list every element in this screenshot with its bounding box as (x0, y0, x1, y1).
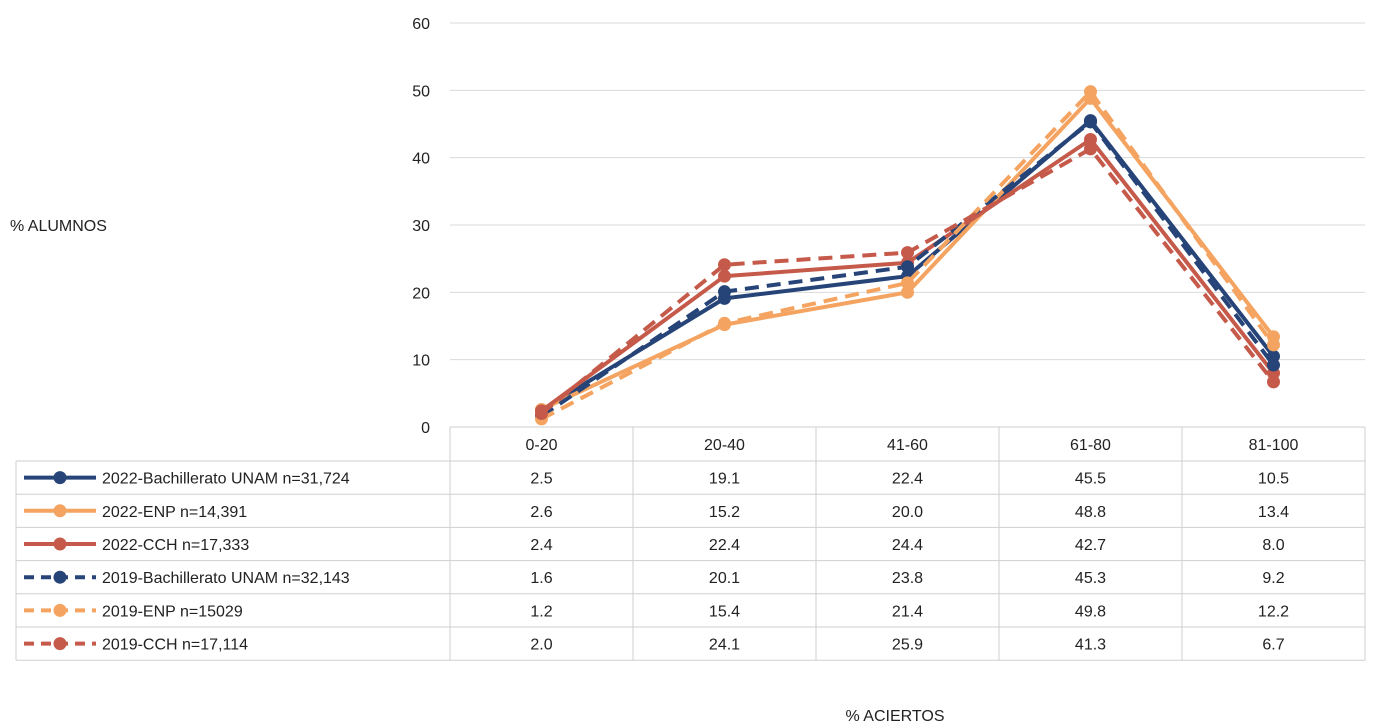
data-point (718, 258, 731, 272)
y-tick-label: 20 (412, 285, 430, 302)
data-label: 1.2 (530, 603, 552, 620)
data-point (718, 269, 731, 283)
data-table: 0-20 20-40 41-60 61-80 81-100 2022-Bachillera… (15, 426, 1366, 661)
series-lines (535, 85, 1280, 426)
x-tick-label: 20-40 (704, 437, 745, 454)
data-point (901, 246, 914, 260)
data-label: 19.1 (709, 471, 740, 488)
legend-entry: 2022-ENP n=14,391 (24, 504, 247, 521)
legend-entry: 2022-CCH n=17,333 (24, 537, 249, 554)
x-tick-label: 81-100 (1249, 437, 1299, 454)
data-label: 2.4 (530, 537, 552, 554)
x-tick-label: 61-80 (1070, 437, 1111, 454)
data-point (1267, 338, 1280, 352)
data-point (901, 285, 914, 299)
legend-label: 2019-Bachillerato UNAM n=32,143 (102, 570, 350, 587)
data-label: 15.2 (709, 504, 740, 521)
y-axis-label: % ALUMNOS (10, 218, 107, 235)
data-point (718, 316, 731, 330)
legend-entry: 2019-Bachillerato UNAM n=32,143 (24, 570, 350, 587)
x-tick-label: 0-20 (525, 437, 557, 454)
data-label: 13.4 (1258, 504, 1289, 521)
y-tick-label: 30 (412, 218, 430, 235)
data-label: 8.0 (1262, 537, 1284, 554)
data-label: 6.7 (1262, 637, 1284, 654)
legend-label: 2022-ENP n=14,391 (102, 504, 247, 521)
data-label: 24.4 (892, 537, 923, 554)
data-label: 9.2 (1262, 570, 1284, 587)
data-label: 22.4 (892, 471, 923, 488)
y-axis-ticks: 0 10 20 30 40 50 60 (412, 16, 430, 437)
y-tick-label: 50 (412, 83, 430, 100)
data-point (1084, 85, 1097, 99)
data-label: 49.8 (1075, 603, 1106, 620)
legend-label: 2022-Bachillerato UNAM n=31,724 (102, 471, 350, 488)
data-label: 25.9 (892, 637, 923, 654)
data-label: 45.3 (1075, 570, 1106, 587)
data-label: 48.8 (1075, 504, 1106, 521)
data-point (1084, 132, 1097, 146)
data-label: 1.6 (530, 570, 552, 587)
data-label: 20.1 (709, 570, 740, 587)
gridlines (450, 22, 1365, 361)
series-group (535, 142, 1280, 421)
data-label: 24.1 (709, 637, 740, 654)
data-point (718, 285, 731, 299)
data-label: 15.4 (709, 603, 740, 620)
legend-entry: 2019-ENP n=15029 (24, 603, 243, 620)
data-label: 41.3 (1075, 637, 1106, 654)
data-point (535, 407, 548, 421)
data-point (1084, 142, 1097, 156)
series-group (535, 85, 1280, 426)
data-label: 22.4 (709, 537, 740, 554)
series-group (535, 115, 1280, 423)
y-tick-label: 40 (412, 151, 430, 168)
legend-entry: 2022-Bachillerato UNAM n=31,724 (24, 471, 350, 488)
legend-label: 2019-CCH n=17,114 (102, 637, 248, 654)
legend-label: 2022-CCH n=17,333 (102, 537, 249, 554)
data-label: 2.0 (530, 637, 552, 654)
data-point (901, 260, 914, 274)
y-tick-label: 10 (412, 353, 430, 370)
data-point (901, 276, 914, 290)
data-label: 12.2 (1258, 603, 1289, 620)
data-label: 10.5 (1258, 471, 1289, 488)
data-label: 2.6 (530, 504, 552, 521)
data-point (1084, 115, 1097, 129)
data-label: 42.7 (1075, 537, 1106, 554)
data-label: 21.4 (892, 603, 923, 620)
data-label: 20.0 (892, 504, 923, 521)
legend-label: 2019-ENP n=15029 (102, 603, 243, 620)
legend-marker (53, 471, 67, 485)
legend-marker (53, 603, 67, 617)
data-point (1267, 375, 1280, 389)
legend-marker (53, 504, 67, 518)
legend-marker (53, 537, 67, 551)
data-point (1267, 358, 1280, 372)
x-tick-label: 41-60 (887, 437, 928, 454)
x-axis-label: % ACIERTOS (846, 708, 945, 723)
series-line (540, 89, 1276, 421)
legend-entry: 2019-CCH n=17,114 (24, 637, 248, 654)
legend-marker (53, 570, 67, 584)
y-tick-label: 0 (421, 420, 430, 437)
data-label: 45.5 (1075, 471, 1106, 488)
data-label: 2.5 (530, 471, 552, 488)
y-tick-label: 60 (412, 16, 430, 33)
data-label: 23.8 (892, 570, 923, 587)
legend-marker (53, 637, 67, 651)
